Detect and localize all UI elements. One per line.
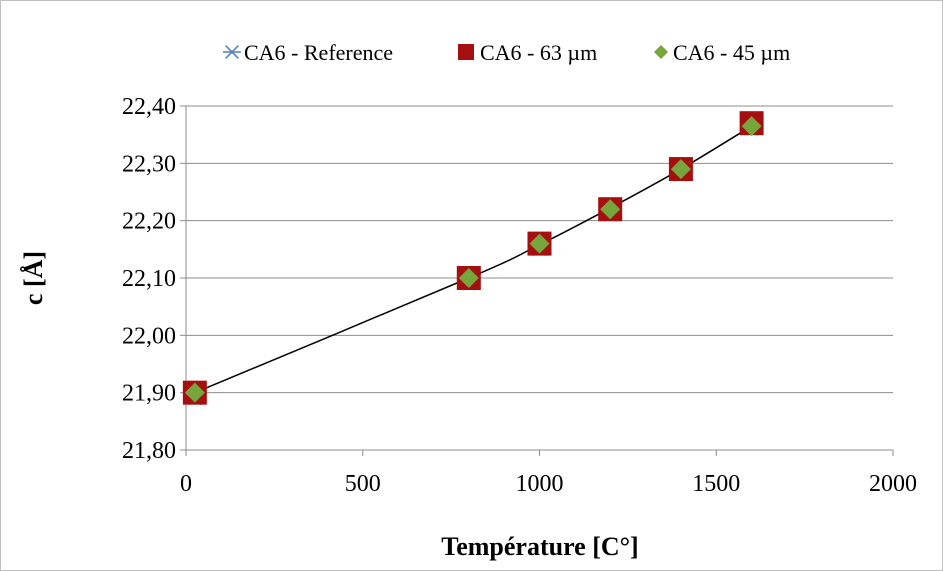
x-tick-label: 0 xyxy=(180,471,192,497)
grid xyxy=(186,105,893,451)
legend-label: CA6 - Reference xyxy=(244,40,393,65)
y-tick-label: 22,20 xyxy=(122,209,176,235)
x-tick-label: 1500 xyxy=(692,471,740,497)
legend-label: CA6 - 63 µm xyxy=(480,40,597,65)
legend-item-2: CA6 - 45 µm xyxy=(654,40,790,65)
point-diamond-4 xyxy=(670,159,691,180)
legend-item-1: CA6 - 63 µm xyxy=(458,40,597,65)
y-tick-label: 21,90 xyxy=(122,381,176,407)
trendline-group xyxy=(194,125,752,394)
point-diamond-2 xyxy=(529,233,550,254)
data-points xyxy=(182,111,764,406)
x-tick-label: 2000 xyxy=(869,471,917,497)
asterisk-stroke xyxy=(225,45,239,59)
point-diamond-0 xyxy=(184,382,205,403)
y-tick-label: 22,10 xyxy=(122,266,176,292)
y-tick-label: 21,80 xyxy=(122,438,176,464)
legend-marker-asterisk xyxy=(223,45,241,59)
trendline xyxy=(194,125,752,394)
x-tick-label: 500 xyxy=(345,471,381,497)
x-tick-label: 1000 xyxy=(516,471,564,497)
x-axis-title: Température [C°] xyxy=(441,532,638,561)
legend: CA6 - Reference CA6 - 63 µm CA6 - 45 µm xyxy=(223,40,790,65)
legend-label: CA6 - 45 µm xyxy=(673,40,790,65)
legend-item-0: CA6 - Reference xyxy=(223,40,393,65)
tick-labels: 21,80 21,90 22,00 22,10 22,20 22,30 22,40 0 500 1… xyxy=(122,94,917,497)
legend-marker-square xyxy=(458,44,474,60)
point-diamond-5 xyxy=(741,116,762,137)
y-tick-label: 22,30 xyxy=(122,151,176,177)
y-axis-title: c [Å] xyxy=(19,251,48,305)
point-diamond-1 xyxy=(458,268,479,288)
point-diamond-3 xyxy=(600,199,621,220)
y-tick-label: 22,00 xyxy=(122,323,176,349)
y-tick-label: 22,40 xyxy=(122,94,176,120)
axes xyxy=(180,105,894,456)
legend-marker-diamond xyxy=(654,45,668,59)
